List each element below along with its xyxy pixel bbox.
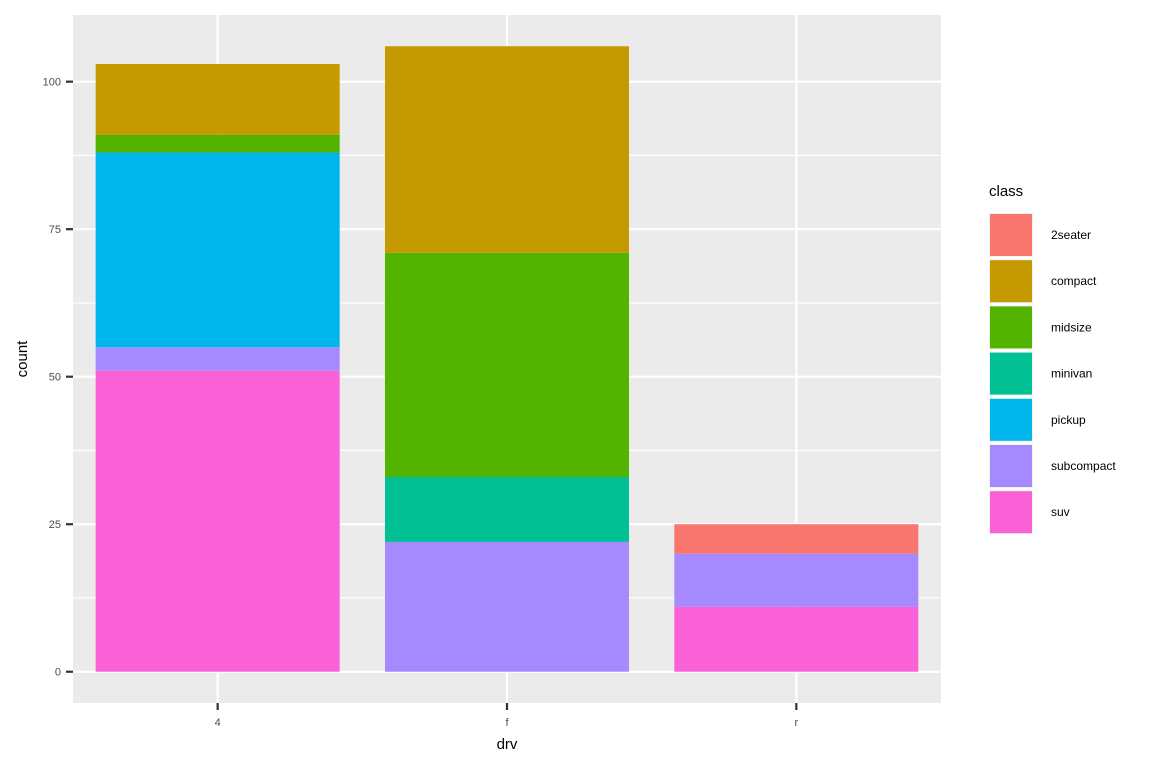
x-axis: 4 f r <box>215 703 798 729</box>
y-tick-label: 100 <box>43 77 61 89</box>
bar-segment-compact-f <box>385 46 629 253</box>
legend-swatch-subcompact <box>990 445 1032 487</box>
legend-swatch-suv <box>990 491 1032 534</box>
legend-swatch-minivan <box>990 352 1032 395</box>
legend-swatch-compact <box>990 260 1032 303</box>
legend-label-suv: suv <box>1051 505 1070 519</box>
bar-segments <box>95 46 919 672</box>
bar-segment-minivan-f <box>385 477 629 542</box>
x-axis-title: drv <box>497 736 518 753</box>
bar-segment-subcompact-4 <box>95 347 340 371</box>
legend-label-pickup: pickup <box>1051 413 1086 427</box>
y-tick-label: 75 <box>49 224 61 236</box>
legend-label-minivan: minivan <box>1051 367 1092 381</box>
bar-segment-suv-4 <box>95 370 340 672</box>
legend-label-subcompact: subcompact <box>1051 459 1116 473</box>
legend-label-2seater: 2seater <box>1051 228 1091 242</box>
legend-swatch-midsize <box>990 306 1032 349</box>
legend: class 2seater compact midsize minivan pickup… <box>989 183 1116 535</box>
bar-segment-midsize-f <box>385 252 629 478</box>
y-axis-title: count <box>14 340 31 378</box>
bar-segment-pickup-4 <box>95 152 340 348</box>
y-tick-label: 25 <box>49 519 61 531</box>
legend-label-midsize: midsize <box>1051 320 1092 334</box>
x-tick-label: f <box>505 717 509 729</box>
legend-swatch-2seater <box>990 214 1032 256</box>
legend-swatch-pickup <box>990 398 1032 441</box>
legend-label-compact: compact <box>1051 274 1097 288</box>
legend-title: class <box>989 183 1023 200</box>
bar-segment-suv-r <box>674 606 919 672</box>
y-axis: 0 25 50 75 100 <box>43 77 73 679</box>
y-tick-label: 0 <box>55 667 61 679</box>
bar-segment-midsize-4 <box>95 134 340 153</box>
bar-segment-subcompact-r <box>674 553 919 607</box>
bar-segment-subcompact-f <box>385 541 629 672</box>
bar-segment-2seater-r <box>674 524 919 554</box>
x-tick-label: 4 <box>215 717 221 729</box>
y-tick-label: 50 <box>49 372 61 384</box>
bar-segment-compact-4 <box>95 63 340 135</box>
x-tick-label: r <box>794 717 798 729</box>
